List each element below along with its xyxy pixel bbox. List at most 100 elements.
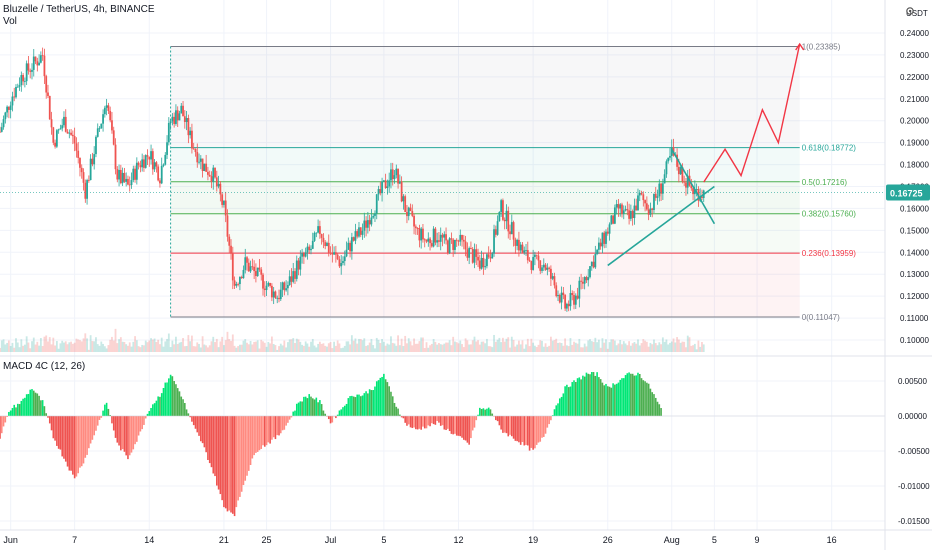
- macd-bar: [320, 404, 323, 416]
- gear-icon[interactable]: [904, 4, 928, 18]
- macd-bar: [470, 416, 472, 439]
- macd-bar: [633, 375, 636, 416]
- volume-bar: [116, 343, 119, 352]
- candle-body: [324, 242, 327, 246]
- currency-settings[interactable]: [904, 4, 928, 18]
- candle-body: [535, 254, 538, 256]
- candle-body: [199, 158, 202, 162]
- candle-body: [80, 167, 83, 173]
- macd-bar: [146, 413, 149, 416]
- candle-body: [265, 285, 268, 291]
- volume-bar: [276, 349, 279, 352]
- candle-body: [288, 276, 291, 286]
- macd-bar: [477, 414, 479, 416]
- candle-body: [580, 280, 583, 282]
- macd-bar: [571, 382, 574, 416]
- macd-bar: [155, 400, 158, 416]
- volume-bar: [374, 348, 376, 352]
- candle-body: [409, 207, 412, 211]
- macd-bar: [203, 416, 206, 448]
- volume-bar: [459, 340, 462, 352]
- triangle-upper-line[interactable]: [671, 148, 716, 225]
- volume-bar: [121, 341, 124, 352]
- candle-body: [407, 207, 410, 217]
- candle-body: [70, 132, 72, 135]
- candle-body: [258, 267, 261, 270]
- volume-bar: [638, 345, 641, 352]
- volume-bar: [429, 345, 431, 352]
- macd-bar: [40, 400, 42, 416]
- macd-bar: [482, 408, 485, 416]
- candle-body: [7, 106, 10, 110]
- macd-bar: [75, 416, 78, 477]
- macd-bar: [73, 416, 76, 479]
- volume-bar: [443, 343, 446, 352]
- x-tick-label: Jul: [325, 535, 337, 545]
- candle-body: [31, 69, 33, 72]
- volume-bar: [208, 345, 211, 352]
- volume-bar: [519, 344, 522, 352]
- volume-bar: [576, 343, 579, 352]
- candle-body: [548, 267, 551, 269]
- candle-body: [20, 75, 23, 86]
- volume-bar: [228, 339, 231, 352]
- macd-bar: [299, 401, 302, 416]
- macd-bar: [310, 396, 312, 416]
- candle-body: [215, 177, 218, 187]
- fib-zone: [170, 46, 800, 148]
- fibonacci-retracement[interactable]: 1(0.23385) 0.618(0.18772) 0.5(0.17216) 0.38…: [170, 42, 857, 322]
- volume-bar: [212, 336, 215, 352]
- trend-drawings[interactable]: [0, 42, 885, 267]
- candle-body: [263, 288, 266, 291]
- candle-body: [61, 125, 64, 129]
- candle-body: [667, 157, 670, 162]
- volume-bar: [73, 342, 76, 352]
- candle-body: [327, 242, 330, 253]
- candle-body: [25, 63, 28, 82]
- macd-bar: [445, 416, 447, 431]
- triangle-lower-line[interactable]: [607, 185, 715, 267]
- candle-body: [322, 237, 325, 243]
- volume-bar: [557, 342, 559, 352]
- macd-bar: [402, 416, 405, 419]
- macd-bar: [601, 382, 604, 416]
- candle-body: [617, 204, 620, 209]
- macd-bar: [304, 396, 307, 416]
- candle-body: [340, 263, 343, 267]
- volume-bar: [445, 342, 447, 352]
- candle-body: [644, 200, 646, 204]
- macd-bar: [343, 405, 346, 416]
- candle-body: [73, 136, 76, 144]
- volume-bar: [75, 338, 78, 352]
- macd-bar: [521, 416, 524, 443]
- volume-bar: [654, 343, 657, 352]
- volume-bar: [628, 341, 630, 352]
- projection-path[interactable]: [703, 43, 801, 183]
- volume-bar: [130, 346, 133, 352]
- volume-bar: [462, 347, 465, 352]
- volume-bar: [77, 339, 80, 352]
- projection-arrow-head[interactable]: [795, 42, 805, 51]
- macd-bar: [25, 394, 28, 416]
- macd-bar: [582, 375, 584, 416]
- volume-bar: [612, 339, 615, 352]
- macd-bar: [123, 416, 126, 452]
- volume-bar: [299, 341, 302, 352]
- volume-bar: [500, 342, 503, 352]
- volume-bar: [128, 342, 131, 352]
- macd-bar: [327, 416, 330, 420]
- macd-bar: [322, 410, 325, 416]
- macd-bar: [450, 416, 453, 434]
- volume-bar: [377, 339, 380, 352]
- volume-bar: [255, 341, 257, 352]
- candle-body: [313, 232, 316, 241]
- volume-bar: [283, 340, 286, 352]
- macd-bar: [223, 416, 225, 508]
- volume-bar: [9, 346, 12, 352]
- candle-body: [285, 288, 288, 291]
- candle-body: [560, 292, 563, 303]
- price-tick-label: 0.10000: [900, 336, 929, 345]
- candle-body: [223, 200, 225, 205]
- candle-body: [445, 234, 447, 241]
- macd-bar: [79, 416, 81, 468]
